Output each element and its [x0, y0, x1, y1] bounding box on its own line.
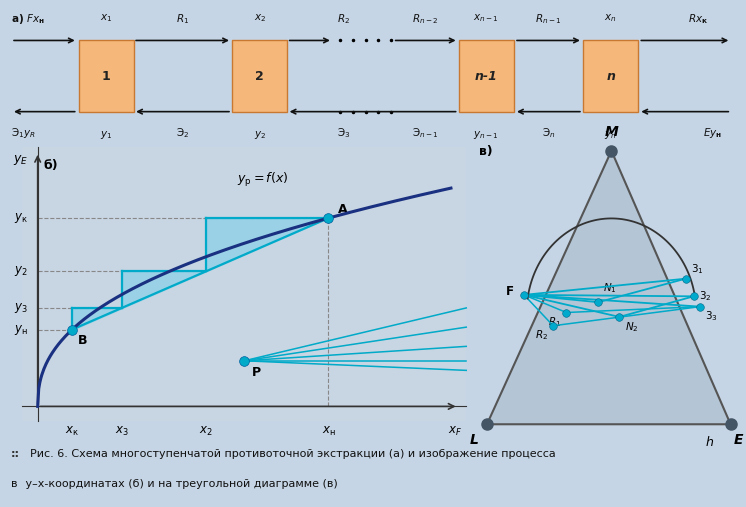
Text: $R_1$: $R_1$ — [176, 13, 189, 26]
Text: $y_3$: $y_3$ — [14, 301, 28, 315]
Text: $y_{n-1}$: $y_{n-1}$ — [474, 129, 499, 141]
Text: Рис. 6. Схема многоступенчатой противоточной экстракции (а) и изображение процес: Рис. 6. Схема многоступенчатой противото… — [30, 449, 556, 459]
Text: M: M — [604, 125, 618, 139]
Text: B: B — [78, 334, 87, 347]
Text: $x_\mathrm{к}$: $x_\mathrm{к}$ — [65, 424, 79, 438]
Text: h: h — [706, 436, 713, 449]
Text: $y_\mathrm{к}$: $y_\mathrm{к}$ — [14, 211, 28, 225]
Text: в   y–x-координатах (б) и на треугольной диаграмме (в): в y–x-координатах (б) и на треугольной д… — [11, 479, 338, 489]
Text: $R_{n-2}$: $R_{n-2}$ — [413, 13, 439, 26]
Text: $y_\mathrm{р} = f(x)$: $y_\mathrm{р} = f(x)$ — [236, 171, 288, 189]
Text: $\mathsf{3}_3$: $\mathsf{3}_3$ — [706, 310, 718, 323]
Text: A: A — [338, 203, 348, 215]
Text: n: n — [606, 69, 615, 83]
Polygon shape — [487, 151, 730, 424]
Text: $x_1$: $x_1$ — [100, 12, 113, 24]
Text: $y_2$: $y_2$ — [14, 264, 28, 278]
Text: $R_{n-1}$: $R_{n-1}$ — [535, 13, 562, 26]
Text: в): в) — [479, 145, 492, 158]
Text: $N_2$: $N_2$ — [624, 320, 639, 334]
Text: 1: 1 — [101, 69, 110, 83]
Text: E: E — [733, 433, 743, 447]
Text: $y_n$: $y_n$ — [604, 129, 617, 141]
Text: $\mathsf{3}_2$: $\mathsf{3}_2$ — [699, 289, 712, 303]
Text: $x_2$: $x_2$ — [199, 424, 213, 438]
Text: $N_1$: $N_1$ — [604, 281, 617, 295]
Text: n-1: n-1 — [475, 69, 498, 83]
FancyBboxPatch shape — [583, 40, 638, 113]
Text: F: F — [506, 285, 513, 299]
Text: $y_2$: $y_2$ — [254, 129, 266, 141]
Text: $x_3$: $x_3$ — [115, 424, 129, 438]
Text: $x_\mathrm{н}$: $x_\mathrm{н}$ — [322, 424, 336, 438]
Text: $\mathbf{a)}\ Fx_\mathbf{н}$: $\mathbf{a)}\ Fx_\mathbf{н}$ — [11, 12, 45, 26]
Text: $\mathrm{Э}_3$: $\mathrm{Э}_3$ — [337, 126, 351, 139]
Text: $x_{n-1}$: $x_{n-1}$ — [474, 12, 499, 24]
Text: б): б) — [43, 159, 58, 172]
Text: $R_2$: $R_2$ — [535, 329, 548, 343]
Text: $x_F$: $x_F$ — [448, 424, 462, 438]
Text: $E y_\mathbf{н}$: $E y_\mathbf{н}$ — [703, 126, 723, 140]
FancyBboxPatch shape — [232, 40, 287, 113]
Text: P: P — [252, 366, 261, 379]
Text: $y_\mathrm{н}$: $y_\mathrm{н}$ — [14, 322, 28, 337]
Text: $R_1$: $R_1$ — [548, 315, 561, 329]
Text: ::: :: — [11, 449, 20, 459]
Text: L: L — [470, 433, 479, 447]
Text: $x_2$: $x_2$ — [254, 12, 266, 24]
Text: $\mathrm{Э}_{n-1}$: $\mathrm{Э}_{n-1}$ — [413, 126, 439, 139]
Text: 2: 2 — [255, 69, 264, 83]
Text: $Rx_\mathbf{к}$: $Rx_\mathbf{к}$ — [689, 13, 709, 26]
Text: $\mathrm{Э}_n$: $\mathrm{Э}_n$ — [542, 126, 555, 139]
Text: $\mathrm{Э}_2$: $\mathrm{Э}_2$ — [176, 126, 189, 139]
Text: $\mathrm{Э}_1 y_R$: $\mathrm{Э}_1 y_R$ — [11, 126, 36, 140]
FancyBboxPatch shape — [79, 40, 134, 113]
Text: $y_E$: $y_E$ — [13, 153, 28, 167]
Text: $R_2$: $R_2$ — [337, 13, 351, 26]
Text: $x_n$: $x_n$ — [604, 12, 617, 24]
Polygon shape — [72, 218, 328, 330]
Text: $\mathsf{3}_1$: $\mathsf{3}_1$ — [691, 262, 703, 276]
Text: $y_1$: $y_1$ — [100, 129, 113, 141]
FancyBboxPatch shape — [459, 40, 514, 113]
